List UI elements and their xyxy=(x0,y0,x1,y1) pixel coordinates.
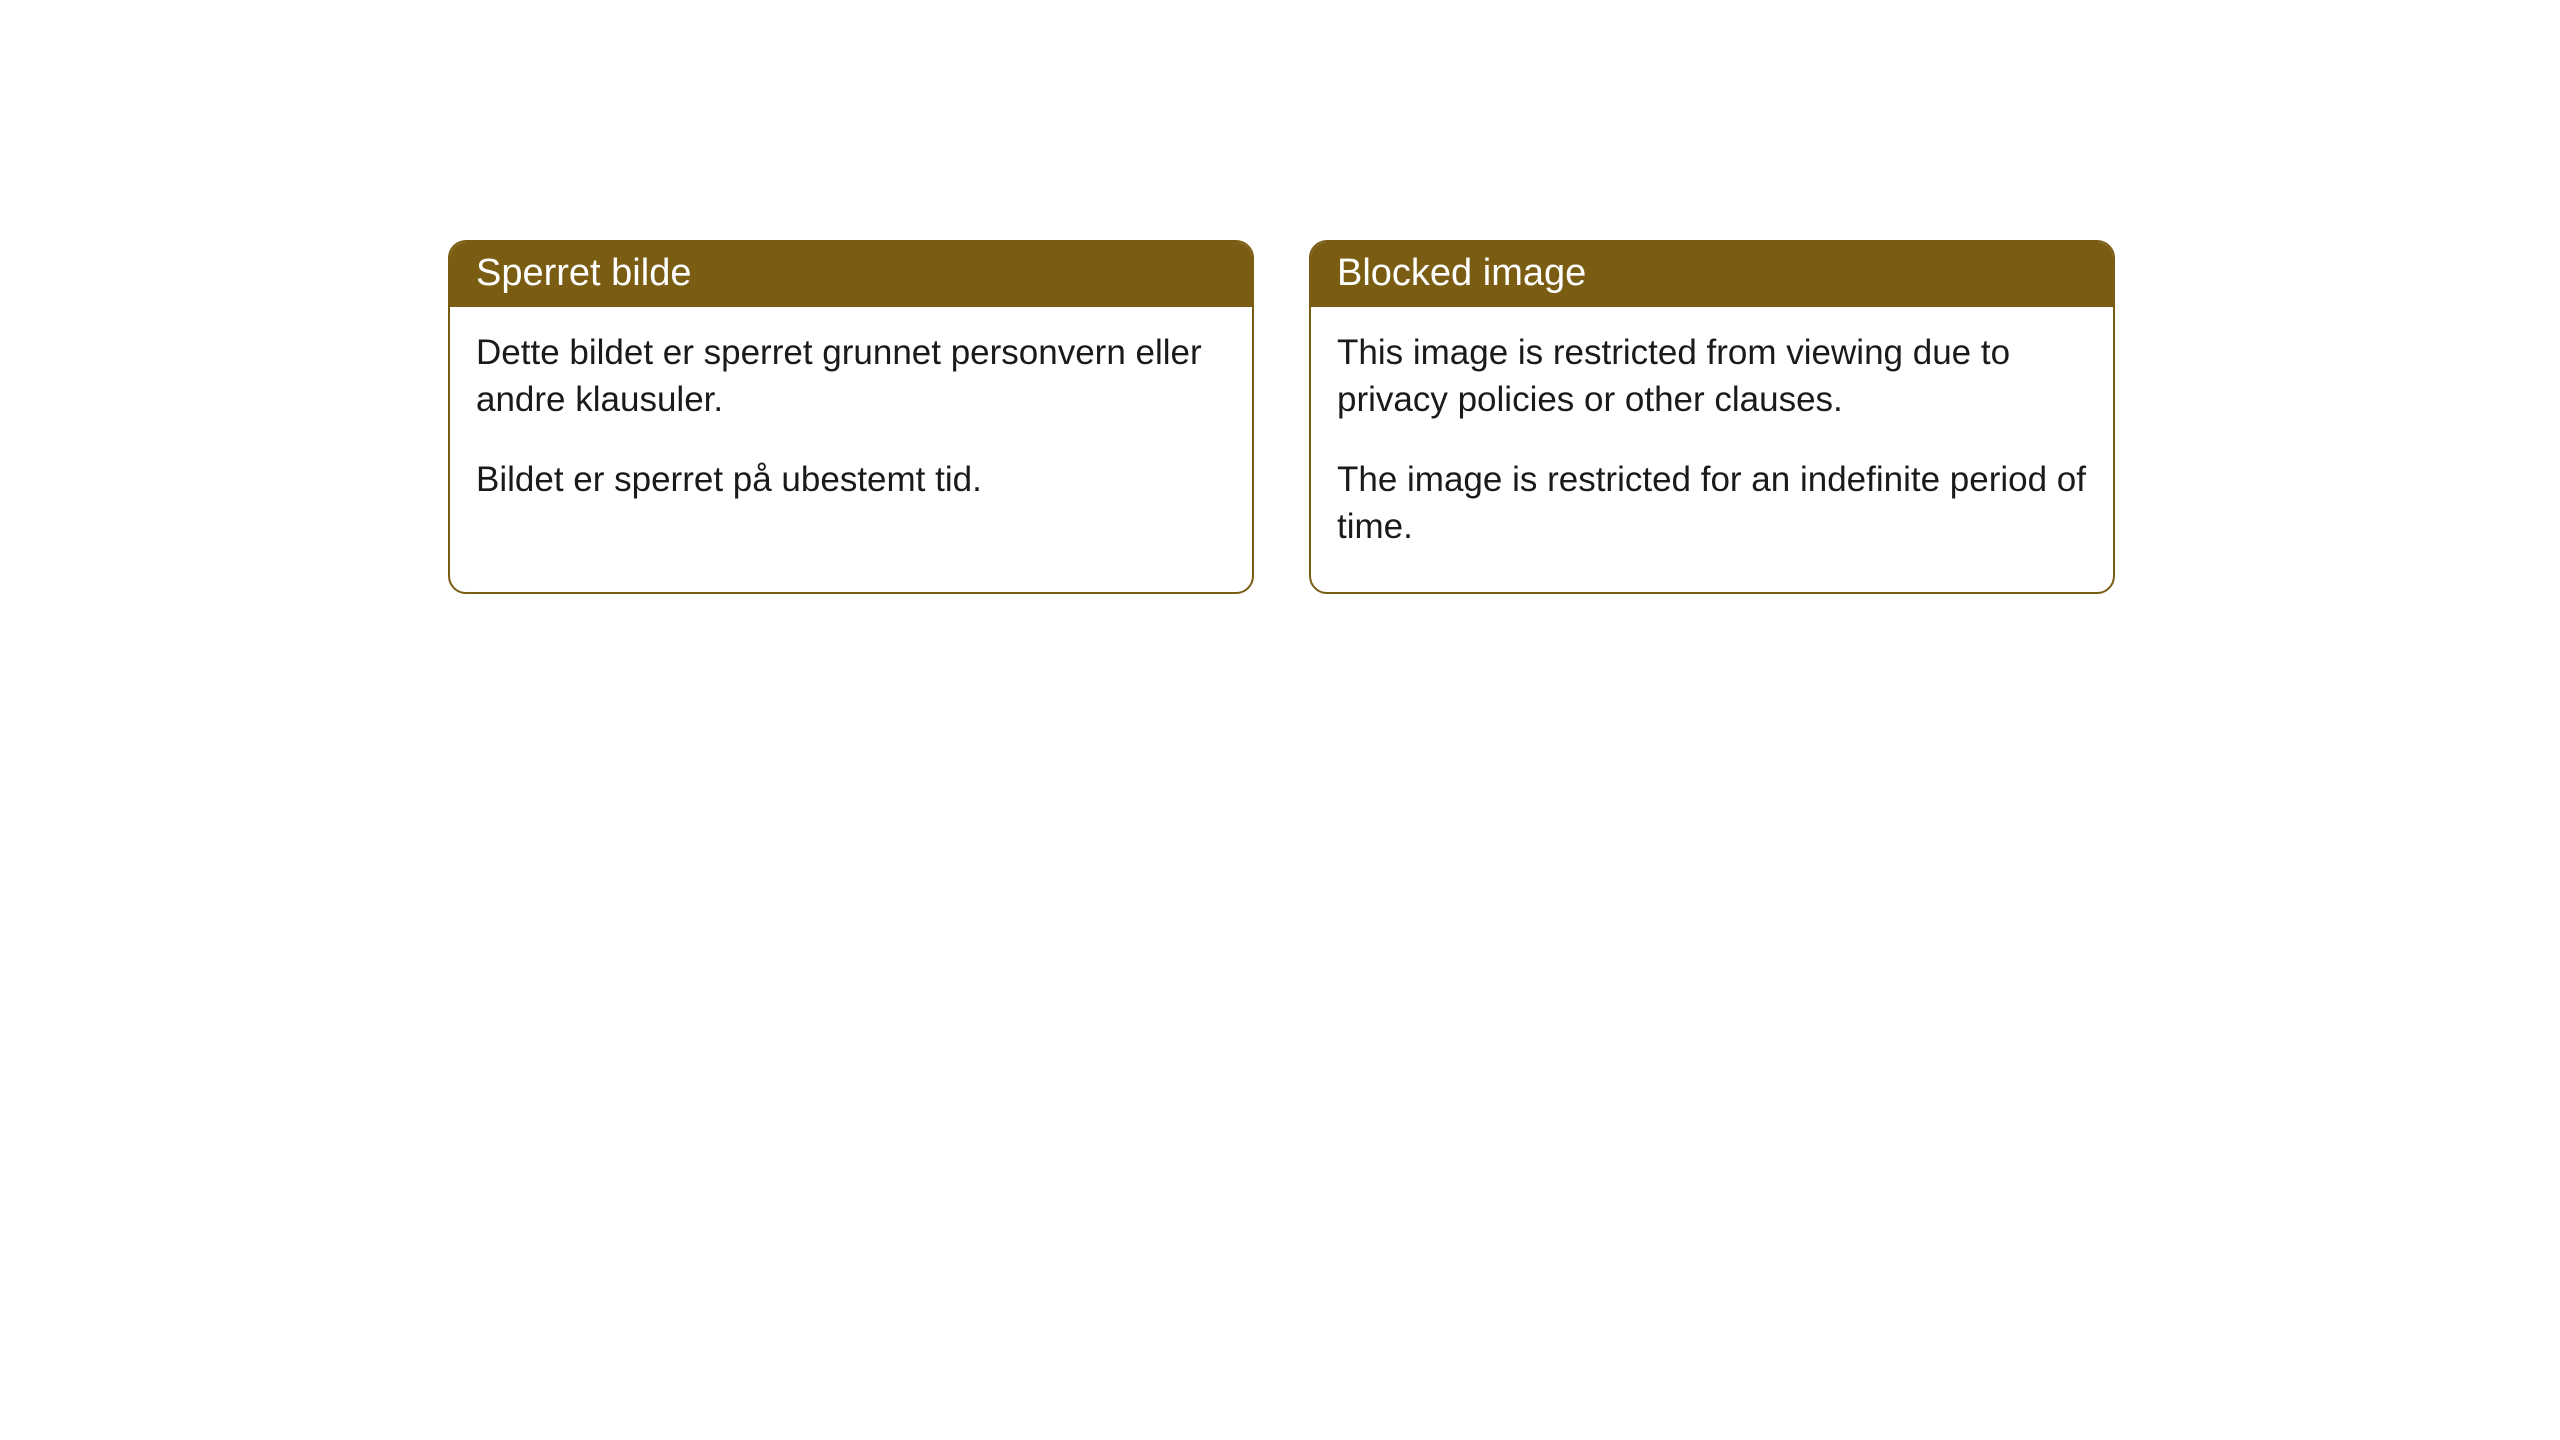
card-title: Blocked image xyxy=(1311,242,2113,307)
card-paragraph: This image is restricted from viewing du… xyxy=(1337,329,2087,424)
card-body: Dette bildet er sperret grunnet personve… xyxy=(450,307,1252,545)
blocked-image-card-no: Sperret bilde Dette bildet er sperret gr… xyxy=(448,240,1254,594)
card-body: This image is restricted from viewing du… xyxy=(1311,307,2113,592)
card-paragraph: Dette bildet er sperret grunnet personve… xyxy=(476,329,1226,424)
notice-cards-container: Sperret bilde Dette bildet er sperret gr… xyxy=(0,0,2560,594)
card-paragraph: Bildet er sperret på ubestemt tid. xyxy=(476,456,1226,503)
card-title: Sperret bilde xyxy=(450,242,1252,307)
card-paragraph: The image is restricted for an indefinit… xyxy=(1337,456,2087,551)
blocked-image-card-en: Blocked image This image is restricted f… xyxy=(1309,240,2115,594)
